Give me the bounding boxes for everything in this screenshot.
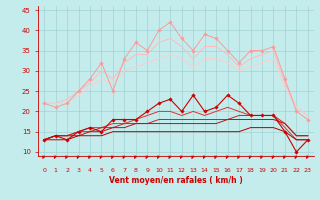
X-axis label: Vent moyen/en rafales ( km/h ): Vent moyen/en rafales ( km/h ) [109,176,243,185]
